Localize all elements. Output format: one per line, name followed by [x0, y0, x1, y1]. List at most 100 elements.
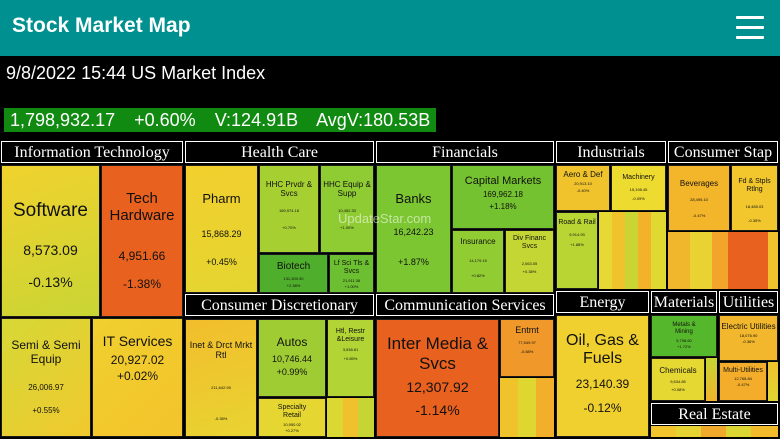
hamburger-menu-icon[interactable]: [736, 16, 764, 40]
tile-value: 12,307.92: [406, 379, 469, 396]
tile-name: Pharm: [202, 191, 241, 206]
tile-banks[interactable]: Banks 16,242.23 +1.87%: [376, 165, 451, 293]
tile-value: 3,938.61: [342, 347, 359, 353]
tile-fd-stpls[interactable]: Fd & Stpls Rtlng 18,485.03 -0.35%: [731, 165, 778, 231]
tile-tech-hardware[interactable]: Tech Hardware 4,951.66 -1.38%: [101, 165, 183, 317]
tile-change: -0.88%: [520, 349, 534, 355]
tile-inet-drct[interactable]: Inet & Drct Mrkt Rtl 211,642.95 -0.38%: [185, 319, 257, 437]
index-change: +0.60%: [134, 110, 196, 130]
tile-name: HHC Prvdr & Svcs: [265, 180, 313, 199]
tile-autos[interactable]: Autos 10,746.44 +0.99%: [258, 319, 326, 397]
tile-value: 4,951.66: [118, 248, 166, 263]
tile-value: 18,076.90: [739, 333, 758, 339]
tile-change: -0.12%: [583, 400, 622, 415]
tile-name: Specialty Retail: [277, 404, 307, 420]
tile-multi-utilities[interactable]: Multi-Utilities 12,768.84 -0.47%: [719, 362, 767, 401]
sector-communication-services[interactable]: Communication Services: [376, 294, 554, 316]
tile-name: Inter Media & Svcs: [386, 334, 489, 373]
sector-industrials[interactable]: Industrials: [556, 141, 666, 163]
menu-line: [736, 36, 764, 39]
market-dateline: 9/8/2022 15:44 US Market Index: [6, 63, 266, 83]
tile-change: +0.08%: [671, 387, 685, 393]
utilities-minor-tiles: [768, 362, 778, 401]
tile-name: Banks: [395, 191, 432, 206]
sector-utilities[interactable]: Utilities: [719, 291, 778, 313]
tile-htl-restr[interactable]: Htl, Restr &Leisure 3,938.61 +0.85%: [327, 319, 374, 397]
tile-value: 20,927.02: [110, 353, 165, 368]
tile-change: +1.00%: [344, 284, 359, 290]
tile-change: +1.00%: [340, 225, 354, 231]
tile-road-rail[interactable]: Road & Rail 9,914.93 +1.88%: [556, 212, 598, 289]
tile-beverages[interactable]: Beverages 28,495.10 -0.47%: [668, 165, 730, 231]
sector-consumer-discretionary[interactable]: Consumer Discretionary: [185, 294, 374, 316]
index-value: 1,798,932.17: [10, 110, 116, 130]
tile-change: +0.82%: [471, 273, 485, 279]
tile-value: 28,495.10: [690, 197, 708, 203]
tile-specialty-retail[interactable]: Specialty Retail 10,950.02 +0.27%: [258, 398, 326, 437]
tile-pharm[interactable]: Pharm 15,868.29 +0.45%: [185, 165, 258, 293]
tile-name: Autos: [276, 335, 308, 349]
tile-change: +2.38%: [286, 282, 301, 288]
tile-value: 21,911.38: [342, 278, 361, 284]
tile-value: 26,006.97: [28, 382, 64, 392]
tile-value: 10,950.02: [283, 422, 301, 428]
tile-change: +0.38%: [522, 269, 537, 275]
watermark: UpdateStar.com: [338, 211, 432, 226]
tile-metals-mining[interactable]: Metals & Mining 5,798.60 +1.72%: [651, 315, 717, 357]
tile-change: +0.85%: [343, 356, 358, 362]
tile-value: 20,913.10: [574, 181, 592, 187]
sector-health-care[interactable]: Health Care: [185, 141, 374, 163]
tile-name: Entmt: [515, 325, 539, 335]
tile-hhc-equip[interactable]: HHC Equip & Supp 10,452.33 +1.00%: [320, 165, 374, 253]
tile-hhc-prvdr[interactable]: HHC Prvdr & Svcs 169,974.18 +0.70%: [259, 165, 319, 253]
tile-name: HHC Equip & Supp: [323, 180, 371, 199]
tile-change: +0.55%: [32, 405, 60, 415]
tile-chemicals[interactable]: Chemicals 9,634.85 +0.08%: [651, 358, 705, 401]
tile-value: 5,798.60: [676, 337, 692, 343]
tile-name: IT Services: [102, 333, 173, 349]
tile-change: +0.99%: [276, 366, 308, 377]
sector-financials[interactable]: Financials: [376, 141, 554, 163]
tile-inter-media[interactable]: Inter Media & Svcs 12,307.92 -1.14%: [376, 319, 499, 437]
tile-name: Oil, Gas & Fuels: [566, 332, 639, 368]
tile-name: Software: [13, 200, 88, 221]
menu-line: [736, 16, 764, 19]
tile-change: -0.13%: [28, 273, 73, 290]
tile-change: +1.88%: [570, 242, 584, 248]
real-estate-minor-tiles: [651, 426, 778, 437]
tile-it-services[interactable]: IT Services 20,927.02 +0.02%: [92, 318, 183, 437]
index-avg-volume: AvgV:180.53B: [316, 110, 431, 130]
tile-aero-def[interactable]: Aero & Def 20,913.10 -0.40%: [556, 165, 610, 211]
tile-lf-sci[interactable]: Lf Sci Tls & Svcs 21,911.38 +1.00%: [329, 254, 374, 293]
tile-entmt[interactable]: Entmt 77,549.97 -0.88%: [500, 319, 554, 377]
tile-name: Capital Markets: [464, 175, 542, 187]
tile-name: Biotech: [276, 261, 311, 272]
sector-consumer-staples[interactable]: Consumer Stap: [668, 141, 778, 163]
tile-change: +1.87%: [398, 256, 429, 267]
tile-change: -1.38%: [122, 276, 162, 291]
tile-biotech[interactable]: Biotech 131,300.30 +2.38%: [259, 254, 328, 293]
sector-real-estate[interactable]: Real Estate: [651, 403, 778, 425]
tile-oil-gas[interactable]: Oil, Gas & Fuels 23,140.39 -0.12%: [556, 315, 649, 437]
materials-minor-tiles: [706, 358, 717, 401]
tile-name: Machinery: [622, 174, 655, 181]
industrials-minor-tiles: [599, 212, 666, 289]
tile-semi-equip[interactable]: Semi & Semi Equip 26,006.97 +0.55%: [1, 318, 91, 437]
sector-energy[interactable]: Energy: [556, 291, 649, 313]
tile-value: 131,300.30: [283, 275, 304, 281]
sector-information-technology[interactable]: Information Technology: [1, 141, 183, 163]
consumer-disc-minor-tiles: [327, 398, 374, 437]
tile-change: +1.72%: [677, 343, 691, 349]
tile-div-financ[interactable]: Div Financ Svcs 2,063.05 +0.38%: [505, 230, 554, 293]
sector-materials[interactable]: Materials: [651, 291, 717, 313]
tile-capital-markets[interactable]: Capital Markets 169,962.18 +1.18%: [452, 165, 554, 229]
tile-machinery[interactable]: Machinery 15,198.45 -0.09%: [611, 165, 666, 211]
tile-insurance[interactable]: Insurance 14,179.15 +0.82%: [452, 230, 504, 293]
tile-software[interactable]: Software 8,573.09 -0.13%: [1, 165, 100, 317]
tile-name: Inet & Drct Mrkt Rtl: [189, 340, 253, 361]
tile-name: Fd & Stpls Rtlng: [738, 178, 771, 194]
tile-name: Htl, Restr &Leisure: [335, 328, 366, 344]
tile-electric-utilities[interactable]: Electric Utilities 18,076.90 -0.36%: [719, 315, 778, 361]
index-volume: V:124.91B: [214, 110, 299, 130]
tile-value: 16,242.23: [393, 226, 434, 237]
